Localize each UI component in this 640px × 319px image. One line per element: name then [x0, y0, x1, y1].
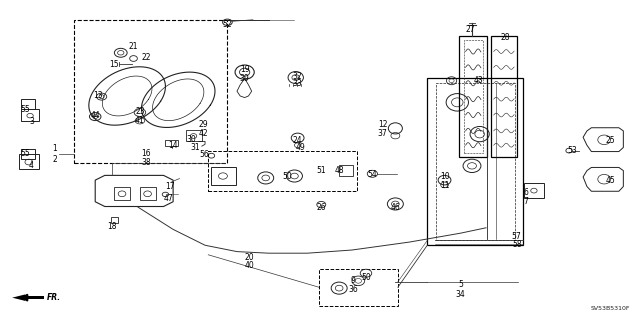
- Text: 3: 3: [29, 117, 34, 126]
- Text: 25: 25: [605, 136, 616, 145]
- Text: 23: 23: [135, 108, 145, 116]
- Text: 11: 11: [440, 181, 449, 190]
- Text: 14: 14: [168, 141, 178, 150]
- Text: 55: 55: [20, 149, 30, 158]
- Text: 50: 50: [282, 173, 292, 182]
- Text: 56: 56: [199, 150, 209, 159]
- Text: 50: 50: [361, 273, 371, 282]
- Text: 44: 44: [90, 111, 100, 120]
- Text: 6: 6: [523, 188, 528, 197]
- Text: 7: 7: [523, 197, 528, 206]
- Text: 54: 54: [367, 170, 377, 179]
- Bar: [115, 188, 131, 200]
- Text: 2: 2: [52, 155, 58, 164]
- Text: 52: 52: [223, 20, 232, 29]
- Text: 15: 15: [109, 60, 119, 69]
- Text: FR.: FR.: [47, 293, 61, 302]
- Text: 39: 39: [240, 74, 250, 83]
- Polygon shape: [12, 294, 25, 301]
- Text: 17: 17: [165, 182, 175, 191]
- Text: 9: 9: [351, 276, 356, 285]
- Text: 26: 26: [316, 203, 326, 212]
- Text: 38: 38: [141, 158, 151, 167]
- Text: 42: 42: [199, 129, 209, 138]
- Text: 28: 28: [500, 33, 510, 42]
- Bar: [524, 183, 543, 198]
- Text: 30: 30: [186, 135, 196, 144]
- Text: 34: 34: [456, 290, 465, 299]
- Text: 53: 53: [568, 146, 577, 155]
- Text: 29: 29: [199, 120, 209, 129]
- Text: 46: 46: [390, 203, 400, 212]
- Text: 4: 4: [29, 161, 34, 170]
- Text: 31: 31: [191, 143, 200, 152]
- Text: 49: 49: [296, 143, 306, 152]
- Bar: [19, 154, 39, 169]
- Text: 20: 20: [245, 253, 255, 262]
- Bar: [21, 99, 35, 109]
- Text: 51: 51: [316, 166, 326, 175]
- Text: 45: 45: [605, 176, 616, 185]
- Text: 41: 41: [135, 116, 145, 125]
- Text: 55: 55: [20, 105, 30, 114]
- Text: 10: 10: [440, 173, 449, 182]
- Text: 12: 12: [378, 120, 387, 129]
- Text: 32: 32: [293, 72, 303, 81]
- Text: 13: 13: [93, 92, 102, 100]
- Bar: [111, 217, 118, 223]
- Text: 5: 5: [458, 280, 463, 289]
- Text: 1: 1: [52, 144, 58, 153]
- Bar: [21, 149, 35, 159]
- Text: 36: 36: [348, 285, 358, 294]
- Text: 27: 27: [465, 25, 475, 34]
- Bar: [186, 130, 202, 141]
- Text: 43: 43: [474, 76, 483, 85]
- Text: 24: 24: [293, 136, 303, 145]
- Polygon shape: [19, 296, 44, 299]
- Text: 58: 58: [512, 240, 522, 249]
- Bar: [211, 167, 236, 185]
- Text: 47: 47: [163, 194, 173, 203]
- Text: SV53B5310F: SV53B5310F: [590, 306, 630, 311]
- Text: 57: 57: [512, 232, 522, 241]
- Bar: [339, 165, 353, 176]
- Text: 16: 16: [141, 149, 151, 158]
- Text: 22: 22: [141, 53, 151, 62]
- Bar: [21, 109, 39, 122]
- Text: 33: 33: [292, 79, 303, 88]
- Text: 21: 21: [129, 42, 138, 51]
- Text: 37: 37: [378, 129, 387, 138]
- Text: 40: 40: [245, 261, 255, 271]
- Bar: [140, 188, 156, 200]
- Text: 19: 19: [240, 65, 250, 74]
- Text: 48: 48: [334, 166, 344, 175]
- Text: 18: 18: [108, 222, 117, 231]
